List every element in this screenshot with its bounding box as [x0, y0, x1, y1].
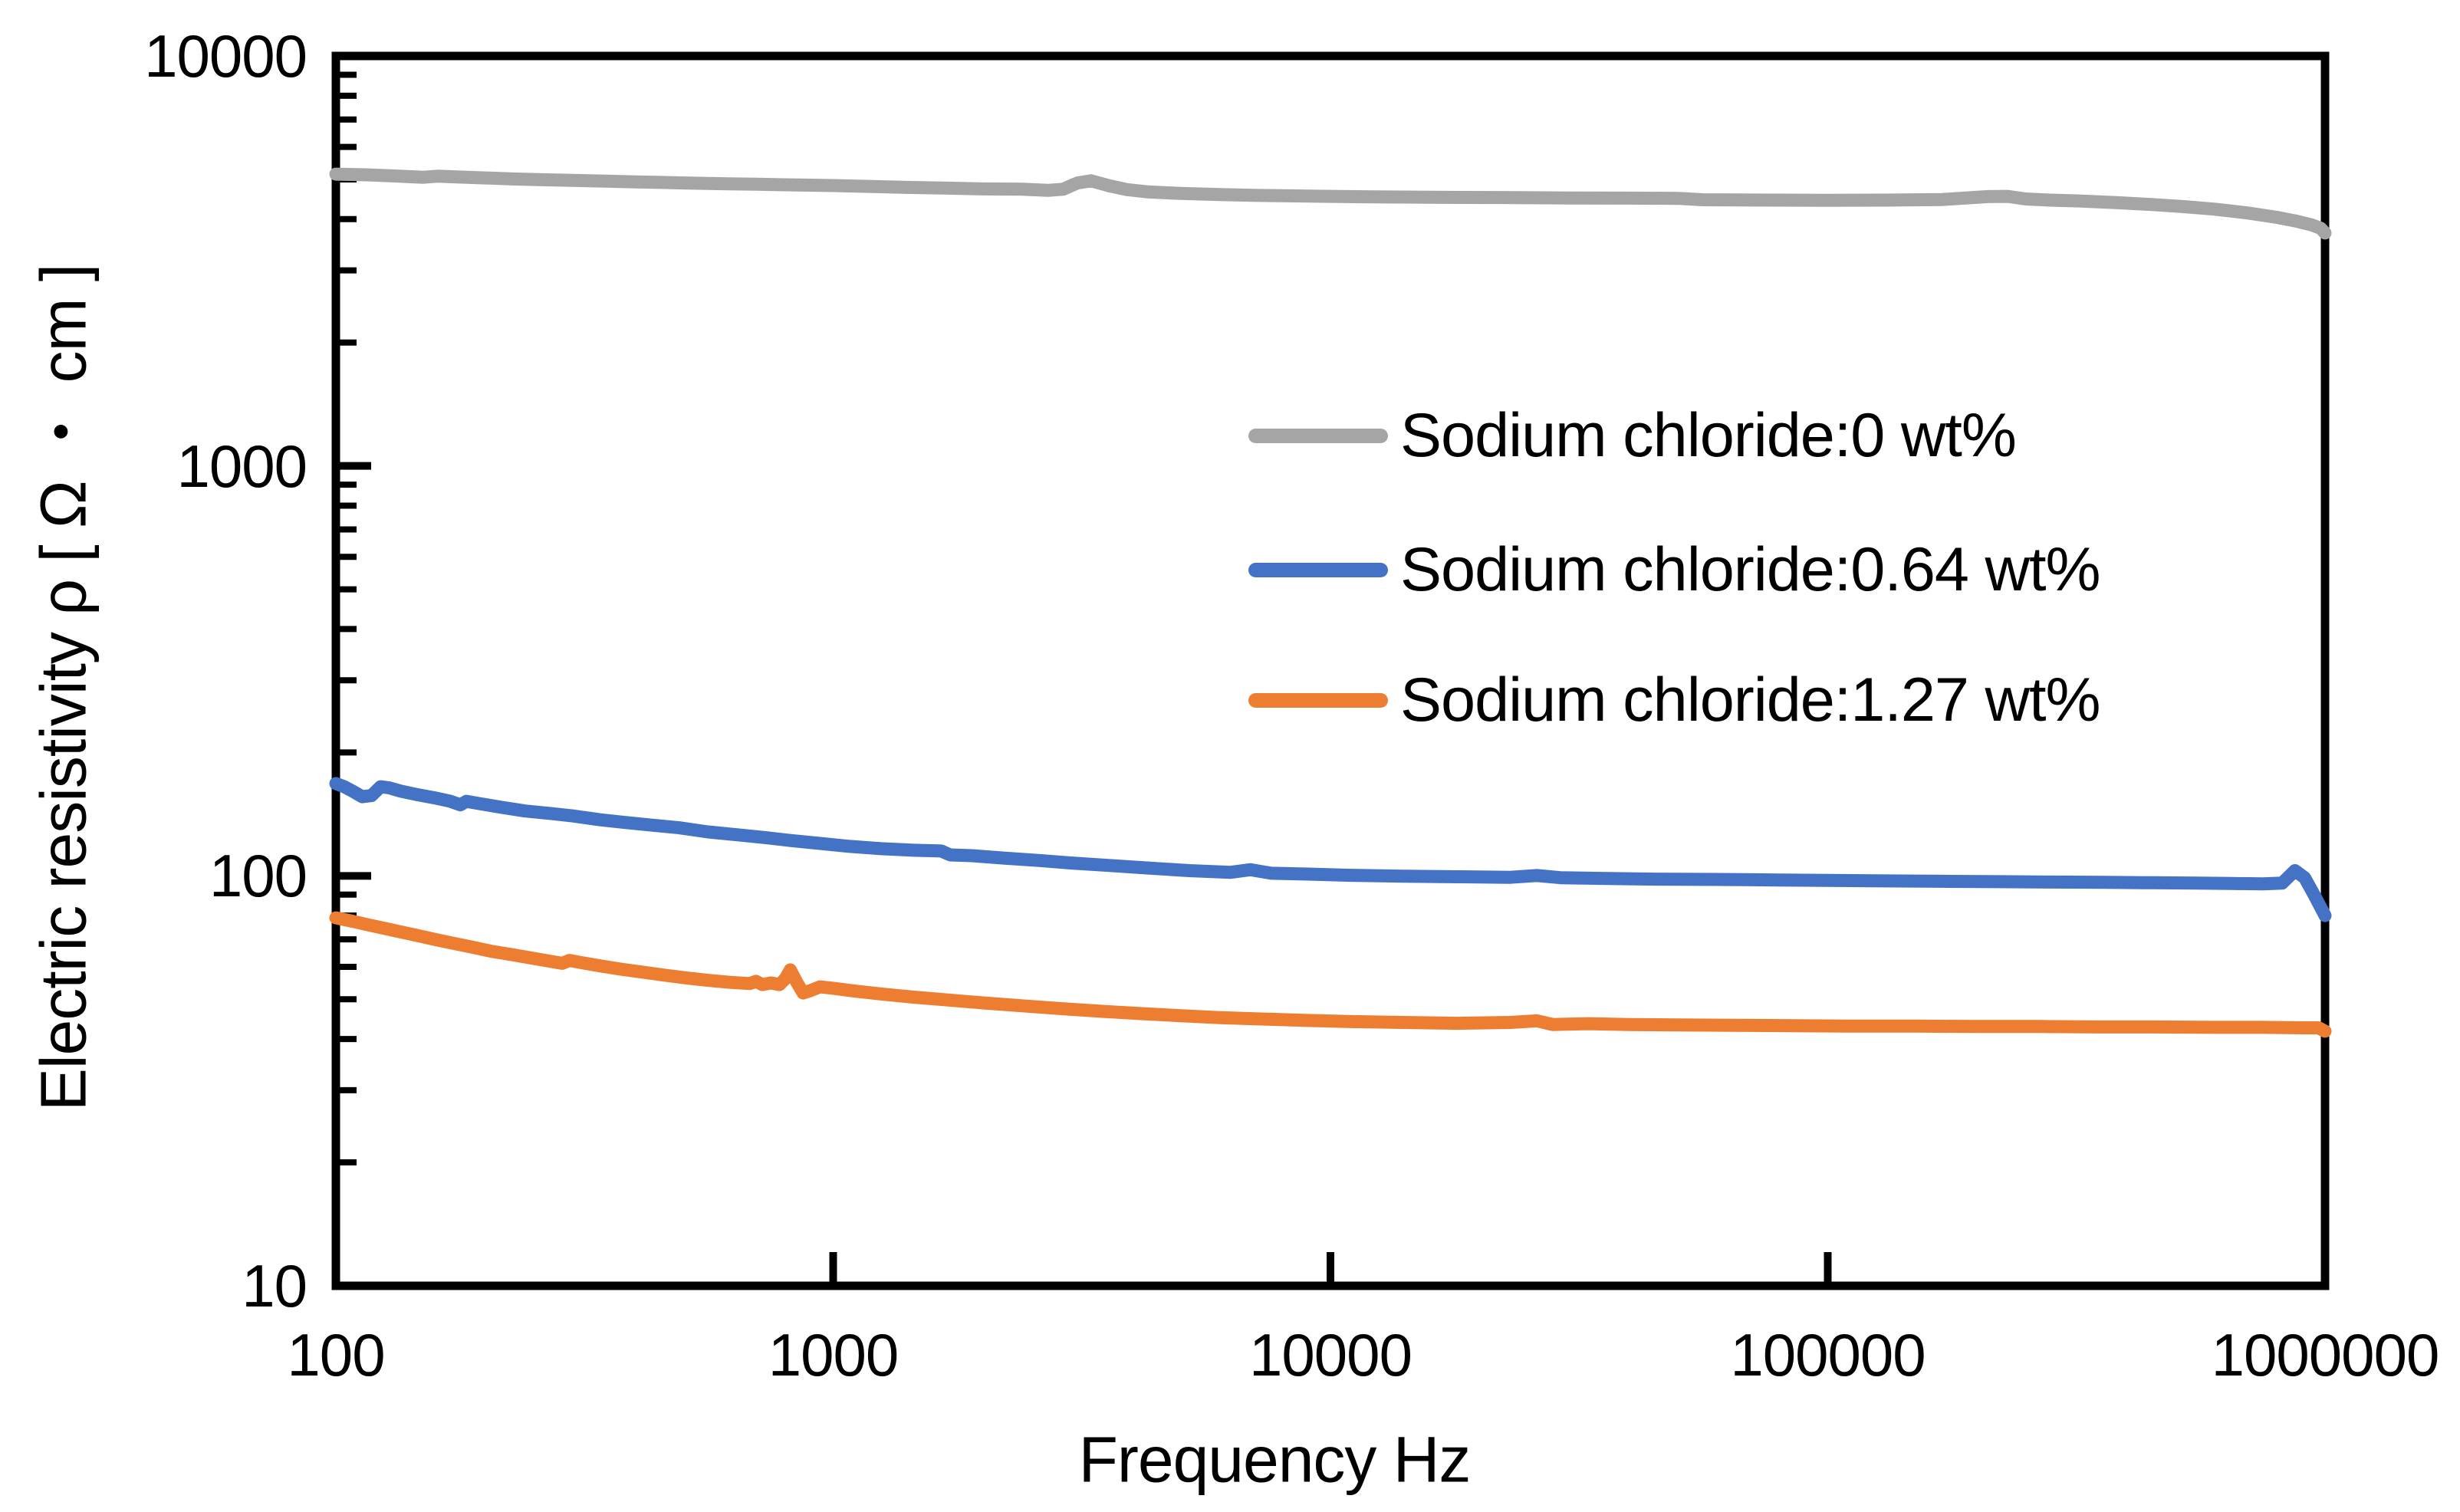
x-tick-label: 1000000	[2211, 1321, 2440, 1389]
series-line-2	[329, 911, 2332, 1038]
x-tick-label: 100	[287, 1321, 385, 1389]
plot-frame	[331, 51, 2330, 1290]
x-tick-label: 100000	[1730, 1321, 1926, 1389]
y-tick-label: 10	[242, 1252, 308, 1320]
x-axis-title: Frequency Hz	[1078, 1423, 1472, 1496]
y-tick-label: 1000	[176, 432, 308, 500]
x-tick-label: 1000	[768, 1321, 899, 1389]
y-axis-title: Electric resistivity ρ [ Ω ・ cm ]	[27, 264, 100, 1112]
series-line-1	[329, 777, 2332, 922]
y-tick-label: 100	[209, 842, 308, 910]
y-tick-label: 10000	[144, 22, 308, 90]
series-line-0	[329, 167, 2332, 240]
x-tick-label: 10000	[1249, 1321, 1413, 1389]
